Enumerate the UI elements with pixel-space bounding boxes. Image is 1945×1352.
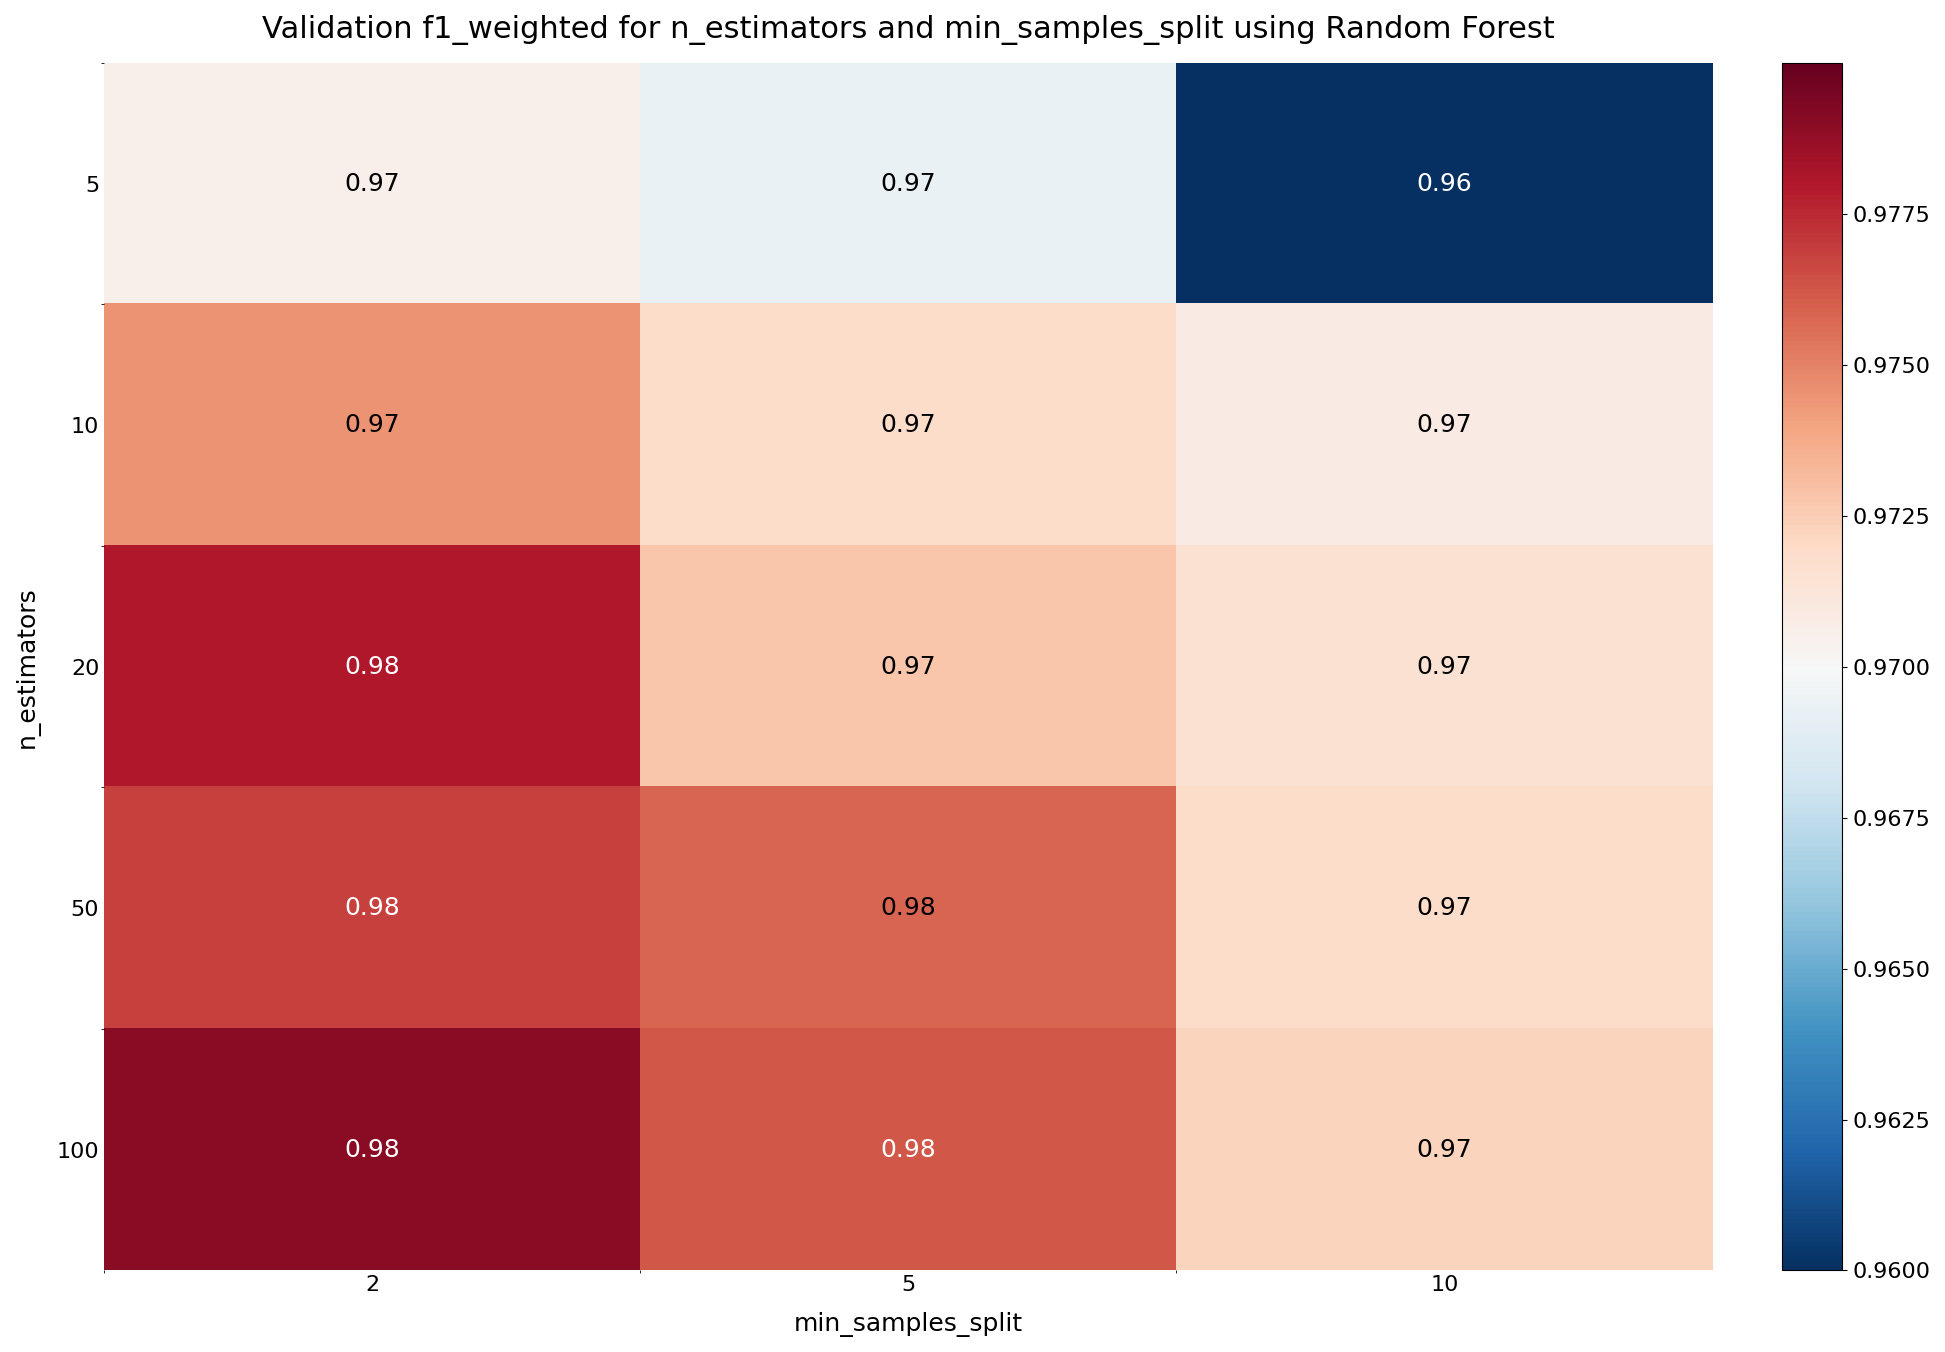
Text: 0.97: 0.97 xyxy=(344,414,401,437)
Text: 0.97: 0.97 xyxy=(1416,654,1472,679)
Text: 0.98: 0.98 xyxy=(344,896,401,921)
Text: 0.97: 0.97 xyxy=(881,654,936,679)
Y-axis label: n_estimators: n_estimators xyxy=(16,585,41,748)
X-axis label: min_samples_split: min_samples_split xyxy=(794,1311,1023,1337)
Text: 0.98: 0.98 xyxy=(881,1138,936,1161)
Text: 0.97: 0.97 xyxy=(881,172,936,196)
Text: 0.97: 0.97 xyxy=(344,172,401,196)
Text: 0.96: 0.96 xyxy=(1416,172,1472,196)
Text: 0.98: 0.98 xyxy=(344,1138,401,1161)
Text: 0.97: 0.97 xyxy=(1416,1138,1472,1161)
Text: 0.98: 0.98 xyxy=(881,896,936,921)
Text: 0.97: 0.97 xyxy=(1416,896,1472,921)
Text: 0.97: 0.97 xyxy=(881,414,936,437)
Title: Validation f1_weighted for n_estimators and min_samples_split using Random Fores: Validation f1_weighted for n_estimators … xyxy=(263,15,1554,45)
Text: 0.97: 0.97 xyxy=(1416,414,1472,437)
Text: 0.98: 0.98 xyxy=(344,654,401,679)
